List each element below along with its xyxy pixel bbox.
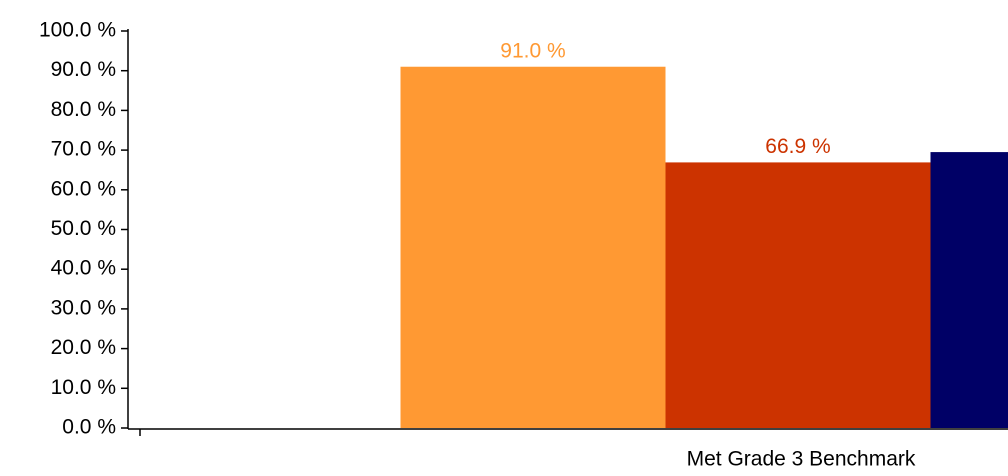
data-label: 91.0 % <box>500 39 565 62</box>
bar <box>665 162 931 429</box>
bar <box>400 66 666 428</box>
y-tick-label: 80.0 % <box>51 98 116 121</box>
y-tick-label: 50.0 % <box>51 217 116 240</box>
y-tick-label: 0.0 % <box>62 416 116 439</box>
y-tick-label: 10.0 % <box>51 376 116 399</box>
bar <box>930 152 1008 428</box>
x-tick-label: Met Grade 3 Benchmark <box>687 448 916 471</box>
y-tick-label: 70.0 % <box>51 138 116 161</box>
y-tick-label: 90.0 % <box>51 58 116 81</box>
y-tick-label: 30.0 % <box>51 296 116 319</box>
data-label: 66.9 % <box>765 135 830 158</box>
y-tick-label: 40.0 % <box>51 257 116 280</box>
y-tick-label: 20.0 % <box>51 336 116 359</box>
y-tick-label: 60.0 % <box>51 177 116 200</box>
y-tick-label: 100.0 % <box>39 19 116 42</box>
